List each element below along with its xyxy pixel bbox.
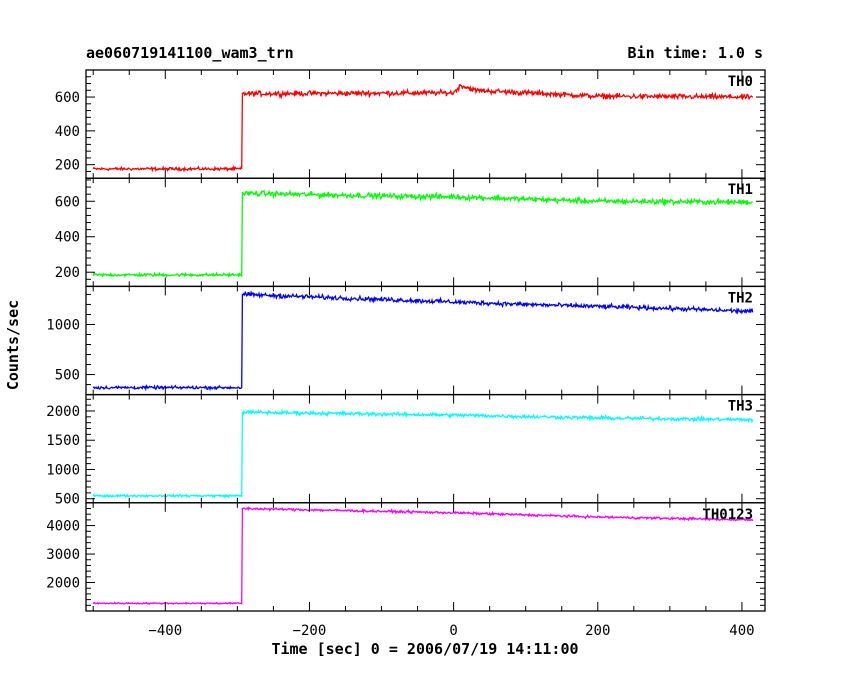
series-label-th0: TH0 (728, 74, 753, 90)
series-label-th2: TH2 (728, 290, 753, 306)
panel-frame (85, 177, 766, 288)
series-line-th2 (92, 290, 754, 392)
y-tick-label: 1500 (46, 433, 80, 449)
series-label-th1: TH1 (728, 182, 753, 198)
series-line-th0123 (92, 505, 754, 605)
y-tick-label: 2000 (46, 576, 80, 592)
chart-title: ae060719141100_wam3_trn (86, 44, 294, 62)
series-line-th1 (92, 189, 753, 279)
bin-time-label: Bin time: 1.0 s (628, 44, 763, 62)
x-tick-label: 200 (585, 623, 610, 639)
x-axis-label: Time [sec] 0 = 2006/07/19 14:11:00 (271, 640, 578, 658)
panels-group: 200 400 600 TH0 200 400 600 TH1 500 1000 TH2 500 100… (46, 69, 766, 612)
x-tick-label: 0 (449, 623, 457, 639)
panel-th0123: 2000 3000 4000 TH0123 (46, 502, 766, 612)
y-tick-label: 600 (55, 90, 80, 106)
y-tick-label: 3000 (46, 547, 80, 563)
series-line-th0 (92, 84, 754, 173)
panel-th3: 500 1000 1500 2000 TH3 (46, 393, 766, 508)
x-tick-label: 400 (729, 623, 754, 639)
x-tick-label: −400 (148, 623, 182, 639)
panel-frame (85, 285, 766, 396)
x-axis-tick-labels: −400 −200 0 200 400 (148, 623, 754, 639)
y-tick-label: 200 (55, 265, 80, 281)
panel-th2: 500 1000 TH2 (46, 285, 766, 396)
y-tick-label: 400 (55, 124, 80, 140)
y-axis-label: Counts/sec (4, 300, 22, 390)
series-label-th3: TH3 (728, 399, 753, 415)
y-tick-label: 500 (55, 492, 80, 508)
panel-th0: 200 400 600 TH0 (55, 69, 766, 179)
series-label-th0123: TH0123 (702, 507, 753, 523)
y-tick-label: 4000 (46, 519, 80, 535)
panel-frame (85, 393, 766, 504)
y-tick-label: 200 (55, 158, 80, 174)
y-tick-label: 1000 (46, 317, 80, 333)
panel-frame (85, 69, 766, 179)
y-tick-label: 600 (55, 194, 80, 210)
panel-frame (85, 502, 766, 612)
x-tick-label: −200 (293, 623, 327, 639)
series-line-th3 (92, 408, 754, 499)
y-tick-label: 500 (55, 368, 80, 384)
y-tick-label: 400 (55, 230, 80, 246)
panel-th1: 200 400 600 TH1 (55, 177, 766, 288)
y-tick-label: 2000 (46, 404, 80, 420)
y-tick-label: 1000 (46, 462, 80, 478)
